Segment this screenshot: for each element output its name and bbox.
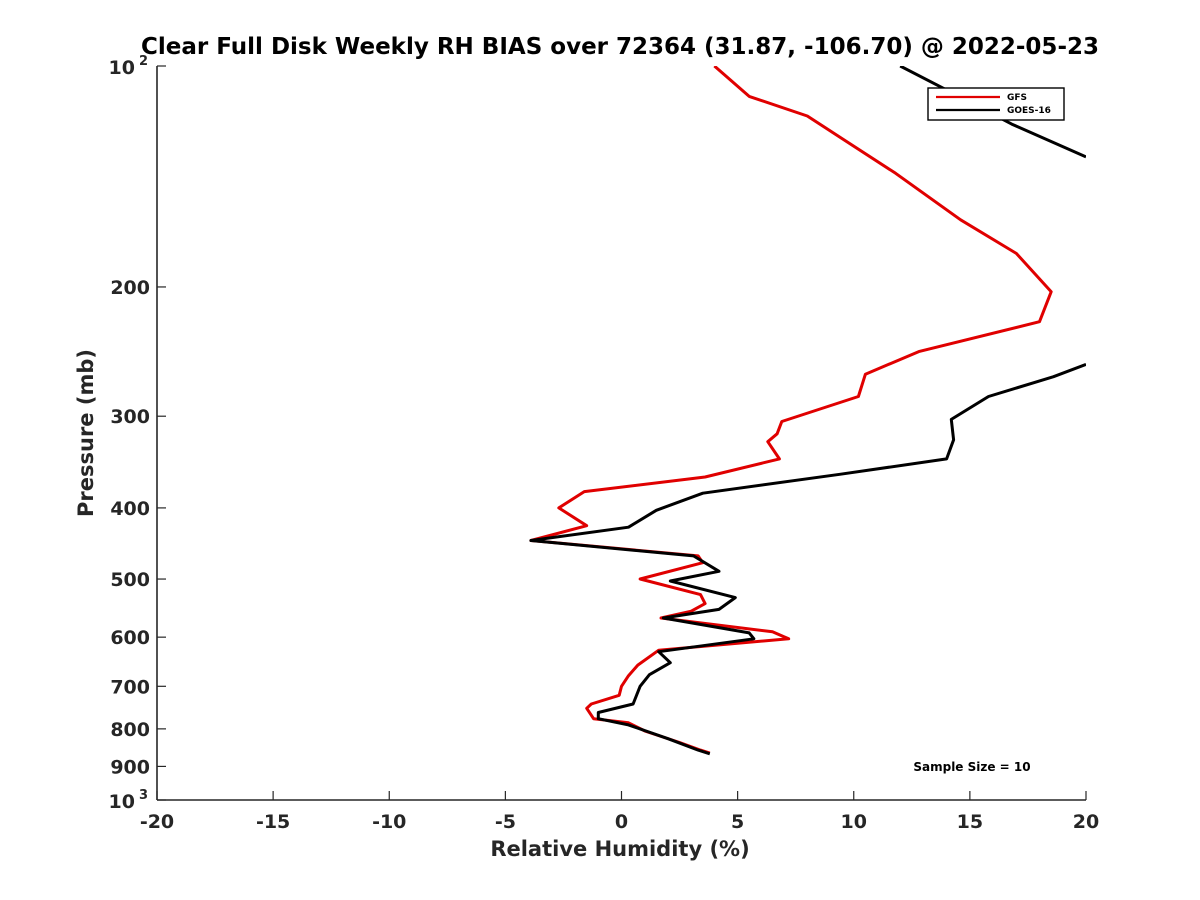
y-tick-label-power: 10: [109, 57, 135, 79]
y-tick-label: 500: [110, 569, 150, 591]
legend-label-goes16: GOES-16: [1007, 106, 1051, 116]
x-tick-label: 15: [957, 811, 983, 833]
y-tick-label: 400: [110, 498, 150, 520]
x-axis-label: Relative Humidity (%): [490, 837, 749, 861]
x-tick-label: 5: [731, 811, 744, 833]
y-axis-label: Pressure (mb): [74, 349, 98, 517]
legend-label-gfs: GFS: [1007, 93, 1027, 103]
y-tick-label: 600: [110, 627, 150, 649]
y-tick-label-power: 10: [109, 791, 135, 813]
y-tick-label-exponent: 2: [139, 54, 148, 69]
x-tick-label: -5: [495, 811, 516, 833]
x-tick-label: -20: [140, 811, 174, 833]
x-tick-label: 10: [841, 811, 867, 833]
y-tick-label: 200: [110, 277, 150, 299]
legend: GFS GOES-16: [927, 87, 1065, 121]
x-axis-ticks: -20 -15 -10 -5 0 5 10 15 20: [140, 791, 1099, 833]
y-tick-label: 700: [110, 676, 150, 698]
series-line-goes16: [529, 362, 1086, 756]
y-tick-label: 300: [110, 406, 150, 428]
y-tick-label: 900: [110, 756, 150, 778]
x-tick-label: -15: [256, 811, 290, 833]
x-tick-label: -10: [372, 811, 406, 833]
sample-size-annotation: Sample Size = 10: [913, 760, 1030, 774]
legend-box: [927, 87, 1065, 121]
y-axis-ticks: 10 2 200 300 400 500 600 700 800 900 10 3: [109, 54, 166, 813]
y-tick-label: 800: [110, 719, 150, 741]
series-line-gfs: [529, 66, 1053, 755]
chart-title: Clear Full Disk Weekly RH BIAS over 7236…: [141, 34, 1099, 60]
x-tick-label: 0: [615, 811, 628, 833]
y-tick-label-exponent: 3: [139, 788, 148, 803]
x-tick-label: 20: [1073, 811, 1099, 833]
